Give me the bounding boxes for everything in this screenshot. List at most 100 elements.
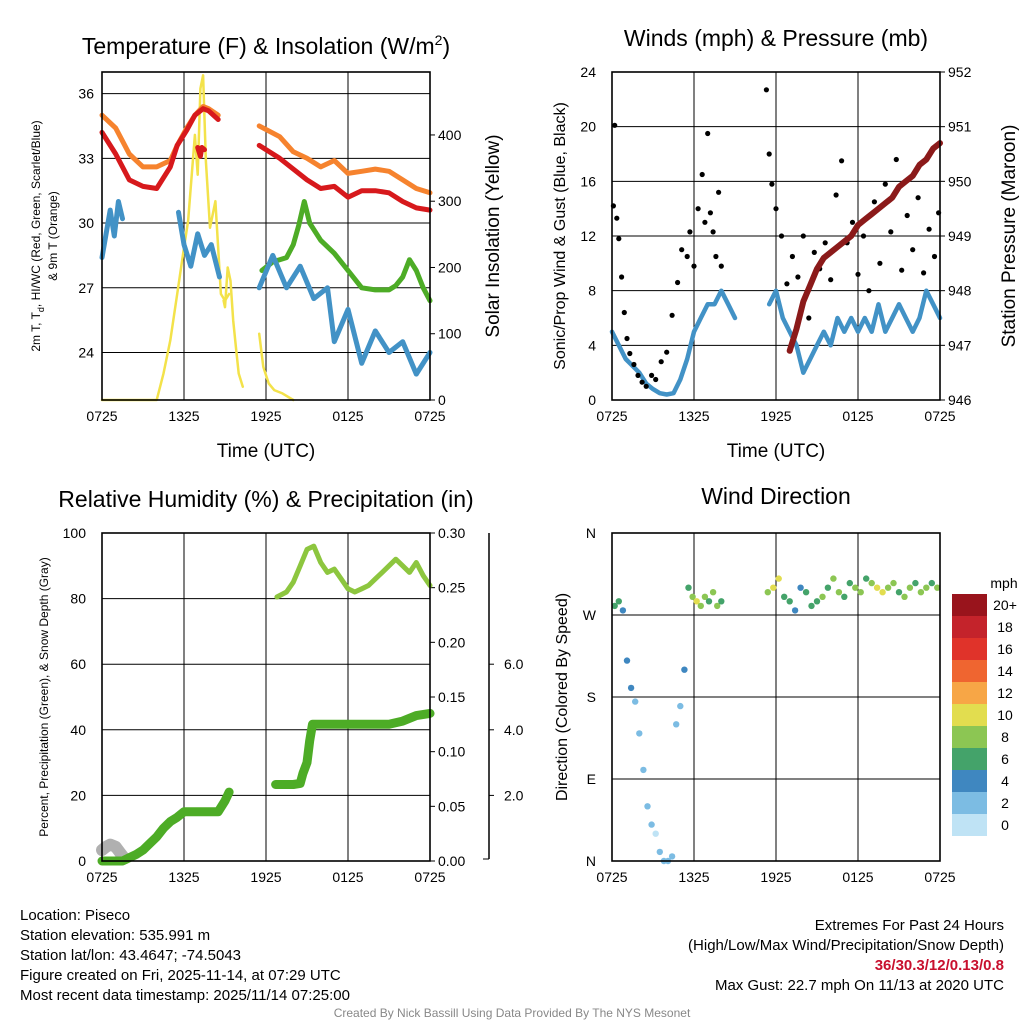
y-right-tick-label: 400 xyxy=(438,127,462,143)
wind-gust-point xyxy=(635,372,641,378)
y-right-tick-label: 949 xyxy=(948,228,972,244)
series-0-line xyxy=(99,129,180,191)
direction-tick-label: S xyxy=(587,689,596,705)
rh-chart-title: Relative Humidity (%) & Precipitation (i… xyxy=(58,486,473,512)
wind-direction-point xyxy=(873,584,881,591)
wind-direction-point xyxy=(890,579,897,587)
wind-direction-point xyxy=(917,589,925,596)
x-tick-label: 1325 xyxy=(678,408,709,424)
x-tick-label: 0725 xyxy=(596,869,627,885)
y-tick-label: 33 xyxy=(78,150,94,166)
wind-direction-point xyxy=(835,589,843,596)
credit-text: Created By Nick Bassill Using Data Provi… xyxy=(333,1006,691,1020)
legend-swatch xyxy=(952,660,987,682)
x-tick-label: 0725 xyxy=(86,869,117,885)
direction-tick-label: E xyxy=(587,771,596,787)
wind-gust-point xyxy=(707,210,714,216)
y-right-tick-label: 0 xyxy=(438,392,446,408)
wind-gust-point xyxy=(766,151,772,157)
wind-gust-point xyxy=(612,122,618,128)
wind-direction-point xyxy=(632,698,639,705)
wind-direction-point xyxy=(681,666,688,673)
wind-gust-point xyxy=(882,181,888,187)
legend-label: 16 xyxy=(997,641,1013,657)
wind-gust-point xyxy=(931,253,938,260)
legend-label: 0 xyxy=(1001,817,1009,833)
wind-direction-point xyxy=(619,607,627,614)
y-tick-label: 100 xyxy=(63,525,87,541)
y-right-tick-label: 947 xyxy=(948,337,972,353)
precipitation-line xyxy=(271,708,435,789)
wind-direction-point xyxy=(652,830,659,837)
series-0-line xyxy=(195,145,207,159)
wind-direction-point xyxy=(705,598,713,605)
legend-label: 2 xyxy=(1001,795,1009,811)
x-tick-label: 1325 xyxy=(168,869,199,885)
y-right-tick-label: 300 xyxy=(438,193,462,209)
wind-direction-point xyxy=(857,589,864,596)
y-tick-label: 16 xyxy=(580,173,596,189)
y-right-tick-label: 951 xyxy=(948,119,972,135)
wind-gust-point xyxy=(866,288,872,294)
series-2-line xyxy=(99,199,125,261)
wind-gust-point xyxy=(910,247,916,253)
series-4-line xyxy=(222,266,245,388)
wind-direction-point xyxy=(895,589,903,596)
wind-gust-point xyxy=(926,226,932,232)
title-end: ) xyxy=(442,33,450,59)
wind-gust-point xyxy=(695,206,701,212)
sustained-wind-line xyxy=(766,288,943,375)
temp-x-axis-label: Time (UTC) xyxy=(217,441,316,462)
wind-direction-point xyxy=(689,593,696,600)
wind-gust-point xyxy=(904,212,910,219)
series-0-line xyxy=(174,106,221,148)
title-part: Temperature (F) & Insolation (W/m xyxy=(82,33,435,59)
legend-label: 14 xyxy=(997,663,1013,679)
wind-y-axis-label: Sonic/Prop Wind & Gust (Blue, Black) xyxy=(552,102,569,370)
wind-gust-point xyxy=(769,181,775,187)
y-right-tick-label: 948 xyxy=(948,283,972,299)
wind-gust-point xyxy=(763,87,770,93)
wind-direction-point xyxy=(868,579,875,587)
wind-gust-point xyxy=(691,263,697,269)
snow-depth-tick-label: 4.0 xyxy=(504,722,524,738)
y-tick-label: 40 xyxy=(70,722,86,738)
legend-label: 20+ xyxy=(993,597,1017,613)
station-info: Location: Piseco Station elevation: 535.… xyxy=(20,906,350,1006)
y-tick-label: 8 xyxy=(588,283,596,299)
y-right-tick-label: 946 xyxy=(948,392,972,408)
rh-y-axis-label: Percent, Precipitation (Green), & Snow D… xyxy=(37,557,51,836)
wind-direction-point xyxy=(852,584,859,591)
x-tick-label: 1925 xyxy=(250,869,281,885)
x-tick-label: 1925 xyxy=(760,408,791,424)
elevation-text: Station elevation: 535.991 m xyxy=(20,927,211,944)
x-tick-label: 0725 xyxy=(596,408,627,424)
y-tick-label: 27 xyxy=(78,280,94,296)
wind-gust-point xyxy=(849,219,856,225)
y-right-tick-label: 0.30 xyxy=(438,525,465,541)
y-tick-label: 12 xyxy=(580,228,596,244)
wind-gust-point xyxy=(619,274,625,280)
legend-swatch xyxy=(952,792,987,814)
wind-direction-point xyxy=(830,575,837,582)
extremes-subheading: (High/Low/Max Wind/Precipitation/Snow De… xyxy=(688,937,1004,954)
y-tick-label: 24 xyxy=(78,345,94,361)
direction-tick-label: N xyxy=(586,853,596,869)
wind-direction-point xyxy=(863,575,870,582)
wind-gust-point xyxy=(718,263,724,269)
precipitation-line xyxy=(97,787,234,866)
y-tick-label: 80 xyxy=(70,591,86,607)
direction-tick-label: N xyxy=(586,525,596,541)
plot-frame xyxy=(611,532,941,862)
temp-y-axis-label-2: & 9m T (Orange) xyxy=(46,191,60,281)
wind-gust-point xyxy=(860,233,867,239)
wind-gust-point xyxy=(716,189,722,195)
wind-direction-point xyxy=(714,602,721,610)
y-right-tick-label: 0.15 xyxy=(438,689,465,705)
series-2-line xyxy=(256,252,433,377)
temp-y-right-axis-label: Solar Insolation (Yellow) xyxy=(483,134,504,337)
y-right-tick-label: 0.00 xyxy=(438,853,465,869)
created-text: Figure created on Fri, 2025-11-14, at 07… xyxy=(20,967,341,984)
x-tick-label: 0725 xyxy=(414,869,445,885)
wind-direction-point xyxy=(636,730,643,737)
